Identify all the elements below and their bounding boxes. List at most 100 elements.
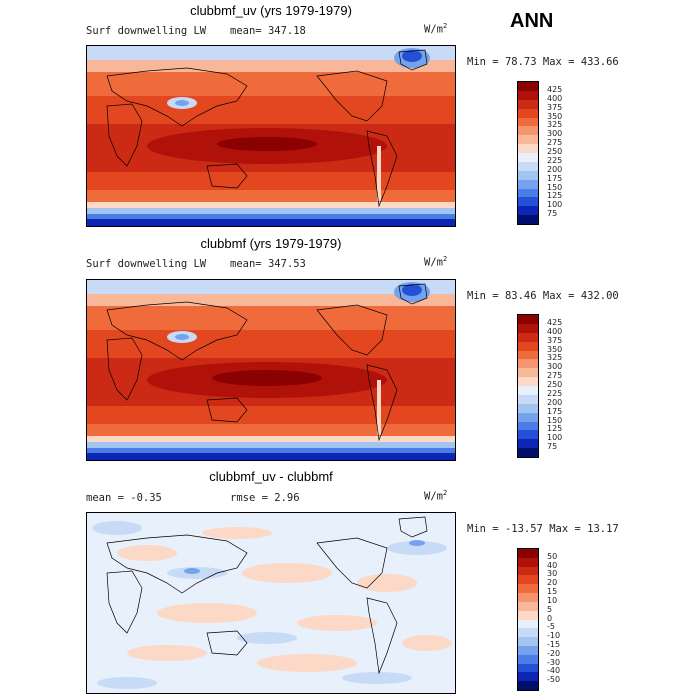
colorbar-swatch (518, 135, 538, 145)
colorbar-swatch (518, 566, 538, 576)
colorbar-tick-label: 75 (547, 209, 558, 219)
panel-title: clubbmf_uv - clubbmf (209, 469, 333, 484)
colorbar-tick-label: 250 (547, 147, 563, 156)
panel-title: clubbmf (yrs 1979-1979) (200, 236, 342, 251)
colorbar-swatch (518, 654, 538, 664)
colorbar-tick-label: 100 (547, 200, 563, 210)
colorbar-swatch (518, 215, 538, 224)
colorbar-tick-label: 0 (547, 613, 553, 623)
colorbar-tick-label: 425 (547, 317, 563, 327)
colorbar-swatch (518, 584, 538, 594)
colorbar-tick-label: 15 (547, 587, 558, 597)
colorbar-tick-label: 100 (547, 433, 563, 443)
map-panel-model-uv (86, 45, 456, 227)
colorbar-tick-label: 125 (547, 191, 563, 201)
colorbar-model-uv (517, 81, 539, 225)
colorbar-tick-label: 350 (547, 111, 563, 121)
colorbar-tick-label: 75 (547, 442, 558, 452)
colorbar-swatch (518, 394, 538, 404)
max-value: 13.17 (587, 523, 619, 535)
min-max-stat: Min = 78.73 Max = 433.66 (467, 56, 619, 68)
mean-label: mean= (230, 25, 262, 37)
colorbar-tick-label: -50 (547, 675, 561, 685)
colorbar-swatch (518, 421, 538, 431)
colorbar-swatch (518, 377, 538, 386)
colorbar-tick-label: 10 (547, 595, 558, 605)
colorbar-swatch (518, 645, 538, 655)
variable-label: Surf downwelling LW (86, 258, 207, 270)
colorbar-swatch (518, 412, 538, 422)
colorbar-swatch (518, 610, 538, 620)
mean-stat: mean= 347.18 (230, 25, 306, 37)
units-label: W/m2 (424, 255, 448, 269)
colorbar-tick-label: 200 (547, 164, 563, 174)
colorbar-swatch (518, 108, 538, 118)
mean-label: mean= (230, 258, 262, 270)
colorbar-swatch (518, 368, 538, 378)
colorbar-swatch (518, 332, 538, 342)
colorbar-swatch (518, 575, 538, 585)
mean-label: mean = (86, 492, 124, 504)
map-panel-model (86, 279, 456, 461)
max-value: 433.66 (580, 56, 619, 68)
rmse-label: rmse = (230, 492, 268, 504)
colorbar-swatch (518, 82, 538, 91)
colorbar-tick-label: 375 (547, 335, 563, 345)
variable-label: Surf downwelling LW (86, 25, 207, 37)
colorbar-tick-label: 225 (547, 155, 563, 165)
colorbar-tick-label: 300 (547, 362, 563, 372)
colorbar-swatch (518, 403, 538, 413)
colorbar-swatch (518, 153, 538, 162)
colorbar-swatch (518, 188, 538, 198)
colorbar-tick-label: 5 (547, 604, 553, 614)
colorbar-swatch (518, 90, 538, 100)
colorbar-swatch (518, 439, 538, 449)
colorbar-tick-label: 40 (547, 560, 558, 570)
colorbar-swatch (518, 663, 538, 673)
mean-value: 347.53 (267, 258, 306, 270)
rmse-stat: rmse = 2.96 (230, 492, 300, 504)
colorbar-swatch (518, 161, 538, 171)
min-value: 78.73 (504, 56, 537, 68)
colorbar-swatch (518, 359, 538, 369)
colorbar-tick-label: 175 (547, 406, 563, 416)
colorbar-swatch (518, 672, 538, 682)
colorbar-tick-label: 275 (547, 371, 563, 381)
colorbar-swatch (518, 126, 538, 136)
units-label: W/m2 (424, 22, 448, 36)
colorbar-tick-label: -30 (547, 657, 561, 667)
colorbar-tick-label: 30 (547, 569, 558, 579)
colorbar-tick-label: 425 (547, 84, 563, 94)
colorbar-tick-label: 20 (547, 578, 558, 588)
mean-stat: mean = -0.35 (86, 492, 162, 504)
colorbar-swatch (518, 206, 538, 216)
colorbar-model (517, 314, 539, 458)
colorbar-tick-label: -5 (547, 622, 555, 632)
colorbar-swatch (518, 170, 538, 180)
colorbar-tick-label: 400 (547, 326, 563, 336)
rmse-value: 2.96 (274, 492, 300, 504)
min-value: 83.46 (504, 290, 537, 302)
colorbar-tick-label: 250 (547, 380, 563, 389)
colorbar-swatch (518, 681, 538, 690)
min-max-stat: Min = 83.46 Max = 432.00 (467, 290, 619, 302)
colorbar-swatch (518, 601, 538, 611)
colorbar-tick-label: -40 (547, 666, 561, 676)
colorbar-swatch (518, 117, 538, 127)
colorbar-tick-label: 300 (547, 129, 563, 139)
colorbar-tick-label: 50 (547, 551, 558, 561)
colorbar-swatch (518, 386, 538, 395)
max-value: 432.00 (580, 290, 619, 302)
colorbar-swatch (518, 179, 538, 189)
min-value: -13.57 (504, 523, 543, 535)
mean-stat: mean= 347.53 (230, 258, 306, 270)
colorbar-tick-label: 125 (547, 424, 563, 434)
colorbar-swatch (518, 628, 538, 638)
colorbar-swatch (518, 430, 538, 440)
colorbar-swatch (518, 557, 538, 567)
colorbar-swatch (518, 448, 538, 457)
colorbar-swatch (518, 144, 538, 153)
colorbar-swatch (518, 637, 538, 646)
colorbar-tick-label: 150 (547, 415, 563, 425)
colorbar-swatch (518, 197, 538, 207)
